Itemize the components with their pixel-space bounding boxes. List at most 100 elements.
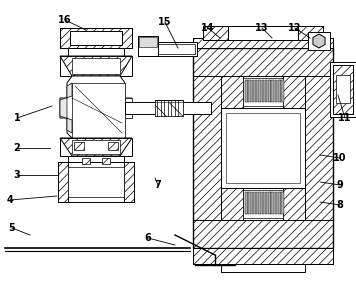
- Bar: [125, 102, 155, 114]
- Bar: [221, 108, 305, 188]
- Text: 5: 5: [9, 223, 15, 233]
- Bar: [155, 42, 197, 56]
- Bar: [245, 192, 247, 214]
- Bar: [271, 192, 274, 214]
- Bar: [278, 192, 281, 214]
- Bar: [245, 80, 247, 102]
- Bar: [278, 80, 281, 102]
- Polygon shape: [221, 76, 243, 108]
- Bar: [262, 192, 264, 214]
- Bar: [221, 76, 305, 220]
- Bar: [155, 100, 183, 116]
- Polygon shape: [203, 26, 228, 40]
- Text: 12: 12: [288, 23, 302, 33]
- Bar: [252, 80, 254, 102]
- Bar: [268, 192, 271, 214]
- Bar: [193, 48, 333, 248]
- Bar: [228, 26, 298, 40]
- Bar: [60, 56, 132, 76]
- Bar: [60, 28, 132, 48]
- Bar: [102, 158, 110, 164]
- Bar: [248, 192, 251, 214]
- Polygon shape: [58, 162, 68, 202]
- Bar: [221, 188, 305, 220]
- Bar: [268, 80, 271, 102]
- Bar: [108, 142, 118, 150]
- Bar: [255, 80, 257, 102]
- Text: 2: 2: [14, 143, 20, 153]
- Bar: [138, 36, 158, 56]
- Polygon shape: [60, 76, 132, 138]
- Text: 16: 16: [58, 15, 72, 25]
- Polygon shape: [60, 56, 132, 76]
- Text: 14: 14: [201, 23, 215, 33]
- Polygon shape: [283, 188, 305, 220]
- Bar: [203, 26, 323, 40]
- Bar: [262, 80, 264, 102]
- Polygon shape: [283, 76, 305, 108]
- Text: 8: 8: [336, 200, 344, 210]
- Bar: [275, 80, 277, 102]
- Bar: [68, 156, 124, 162]
- Text: 1: 1: [14, 113, 20, 123]
- Text: 4: 4: [7, 195, 14, 205]
- Bar: [255, 192, 257, 214]
- Polygon shape: [60, 138, 132, 156]
- Bar: [193, 248, 333, 264]
- Bar: [221, 76, 305, 108]
- Bar: [281, 192, 284, 214]
- Bar: [72, 83, 125, 138]
- Text: 10: 10: [333, 153, 347, 163]
- Text: 6: 6: [145, 233, 151, 243]
- Polygon shape: [193, 220, 333, 248]
- Polygon shape: [60, 28, 132, 48]
- Text: 11: 11: [338, 113, 352, 123]
- Bar: [336, 75, 350, 103]
- Bar: [58, 162, 134, 202]
- Bar: [308, 32, 330, 50]
- Polygon shape: [193, 48, 221, 248]
- Bar: [70, 31, 122, 45]
- Polygon shape: [155, 102, 183, 116]
- Bar: [72, 140, 120, 154]
- Polygon shape: [193, 38, 333, 48]
- Bar: [125, 98, 132, 118]
- Bar: [193, 38, 333, 48]
- Bar: [157, 44, 195, 54]
- Bar: [330, 62, 356, 117]
- Bar: [281, 80, 284, 102]
- Bar: [265, 80, 267, 102]
- Polygon shape: [305, 48, 333, 248]
- Bar: [74, 142, 84, 150]
- Bar: [221, 264, 305, 272]
- Bar: [271, 80, 274, 102]
- Bar: [68, 48, 124, 56]
- Bar: [333, 65, 353, 114]
- Bar: [139, 37, 157, 47]
- Bar: [193, 248, 333, 264]
- Bar: [275, 192, 277, 214]
- Text: 7: 7: [155, 180, 161, 190]
- Bar: [226, 113, 300, 183]
- Polygon shape: [60, 83, 72, 133]
- Text: 13: 13: [255, 23, 269, 33]
- Bar: [243, 190, 283, 218]
- Bar: [258, 192, 261, 214]
- Polygon shape: [193, 48, 333, 76]
- Bar: [72, 58, 120, 74]
- Text: 9: 9: [337, 180, 344, 190]
- Bar: [252, 192, 254, 214]
- Bar: [183, 102, 211, 114]
- Bar: [243, 78, 283, 106]
- Text: 3: 3: [14, 170, 20, 180]
- Polygon shape: [124, 162, 134, 202]
- Bar: [82, 158, 90, 164]
- Bar: [265, 192, 267, 214]
- Text: 15: 15: [158, 17, 172, 27]
- Bar: [258, 80, 261, 102]
- Bar: [68, 167, 124, 197]
- Polygon shape: [298, 26, 323, 40]
- Bar: [248, 80, 251, 102]
- Bar: [60, 138, 132, 156]
- Polygon shape: [313, 34, 325, 48]
